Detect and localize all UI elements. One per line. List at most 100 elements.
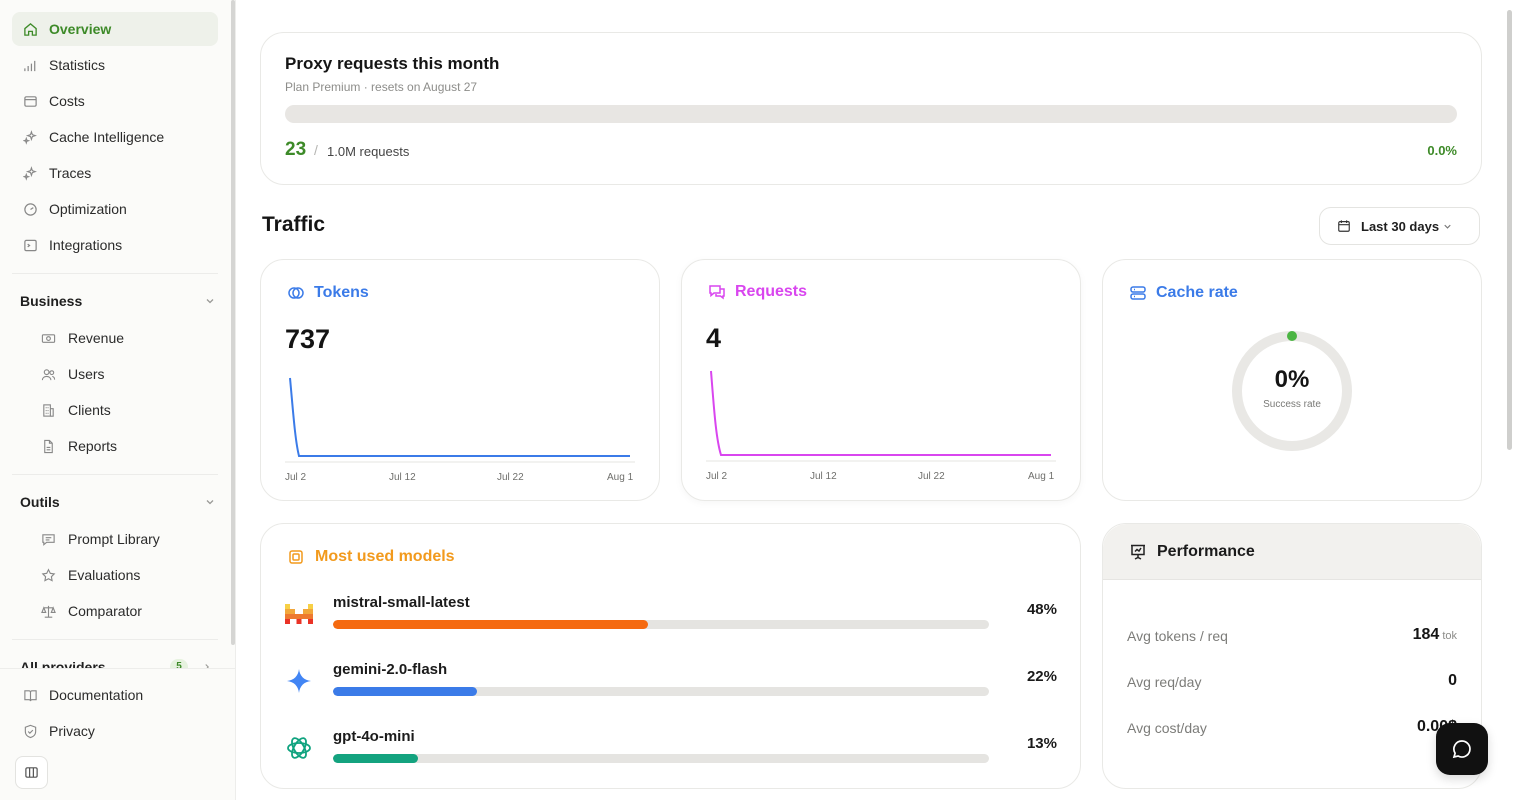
cache-title: Cache rate	[1156, 284, 1238, 301]
sidebar-item-revenue[interactable]: Revenue	[32, 321, 218, 355]
sidebar-scrollbar[interactable]	[231, 0, 235, 645]
gauge-icon	[22, 201, 38, 217]
date-range-button[interactable]: Last 30 days	[1319, 207, 1480, 245]
model-usage-track	[333, 620, 989, 629]
requests-sparkline	[706, 370, 1056, 462]
sidebar-item-prompt-library[interactable]: Prompt Library	[32, 522, 218, 556]
section-title: All providers	[20, 659, 106, 668]
chevron-down-icon	[206, 299, 214, 304]
proxy-separator: /	[314, 142, 318, 158]
sidebar-item-costs[interactable]: Costs	[12, 84, 218, 118]
cache-label: Success rate	[1263, 399, 1321, 410]
sidebar-item-documentation[interactable]: Documentation	[12, 678, 218, 712]
cache-value: 0%	[1274, 366, 1310, 393]
requests-header: Requests	[708, 283, 807, 301]
x-tick: Jul 2	[285, 472, 307, 483]
sidebar-item-cache-intelligence[interactable]: Cache Intelligence	[12, 120, 218, 154]
perf-value: 184 tok	[1413, 626, 1457, 644]
perf-row-avg-tokens: Avg tokens / req 184 tok	[1127, 624, 1457, 648]
perf-label: Avg tokens / req	[1127, 628, 1228, 644]
sidebar-item-traces[interactable]: Traces	[12, 156, 218, 190]
openai-logo-icon	[285, 734, 313, 762]
bar-chart-icon	[22, 57, 38, 73]
section-providers-header[interactable]: All providers 5	[20, 655, 216, 668]
wallet-icon	[22, 93, 38, 109]
requests-value: 4	[706, 323, 722, 353]
tokens-card: Tokens 737 Jul 2 Jul 12 Jul 22 Aug 1	[260, 259, 660, 501]
date-range-label: Last 30 days	[1361, 218, 1440, 234]
home-icon	[22, 21, 38, 37]
proxy-title: Proxy requests this month	[285, 54, 500, 73]
chevron-right-icon	[205, 664, 210, 668]
performance-header: Performance	[1103, 524, 1481, 580]
sidebar-item-privacy[interactable]: Privacy	[12, 714, 218, 748]
perf-row-avg-req: Avg req/day 0	[1127, 670, 1457, 694]
model-percent: 13%	[1026, 735, 1057, 752]
models-card: Most used models mistral-small-latest 48…	[260, 523, 1081, 789]
proxy-percent: 0.0%	[1427, 143, 1457, 158]
x-tick: Jul 22	[497, 472, 524, 483]
requests-title: Requests	[735, 283, 808, 300]
presentation-icon	[1131, 544, 1145, 560]
tokens-title: Tokens	[314, 284, 369, 301]
x-tick: Jul 2	[706, 471, 728, 482]
proxy-subtitle: Plan Premium · resets on August 27	[285, 80, 478, 94]
sidebar-item-label: Prompt Library	[68, 531, 160, 547]
cache-rate-card: Cache rate 0% Success rate	[1102, 259, 1482, 501]
x-tick: Aug 1	[1028, 471, 1055, 482]
page-scrollbar[interactable]	[1507, 10, 1512, 450]
model-percent: 22%	[1026, 668, 1057, 685]
models-title: Most used models	[315, 548, 455, 565]
calendar-icon	[1338, 220, 1350, 232]
proxy-usage-card: Proxy requests this month Plan Premium ·…	[260, 32, 1482, 185]
model-row: mistral-small-latest 48%	[285, 594, 1057, 644]
cache-header: Cache rate	[1129, 284, 1238, 302]
proxy-progress-bar	[285, 105, 1457, 123]
perf-row-avg-cost: Avg cost/day 0.00$	[1127, 716, 1457, 740]
chat-button[interactable]	[1436, 723, 1488, 775]
sidebar-item-label: Documentation	[49, 687, 144, 703]
sidebar-item-reports[interactable]: Reports	[32, 429, 218, 463]
sidebar-divider	[12, 474, 218, 475]
requests-card: Requests 4 Jul 2 Jul 12 Jul 22 Aug 1	[681, 259, 1081, 501]
database-icon	[1130, 286, 1146, 300]
cache-donut: 0% Success rate	[1229, 328, 1355, 454]
sidebar-item-comparator[interactable]: Comparator	[32, 594, 218, 628]
sidebar-item-label: Cache Intelligence	[49, 129, 165, 145]
sidebar-item-label: Traces	[49, 165, 92, 181]
section-outils-header[interactable]: Outils	[20, 490, 216, 514]
tokens-header: Tokens	[287, 284, 369, 302]
providers-count-badge: 5	[170, 659, 188, 668]
performance-title: Performance	[1157, 542, 1255, 560]
file-icon	[40, 438, 56, 454]
sidebar-item-label: Privacy	[49, 723, 95, 739]
sidebar-item-label: Overview	[49, 21, 112, 37]
sidebar-item-integrations[interactable]: Integrations	[12, 228, 218, 262]
section-business-header[interactable]: Business	[20, 289, 216, 313]
sidebar-item-users[interactable]: Users	[32, 357, 218, 391]
models-header: Most used models	[287, 548, 455, 566]
sidebar-divider	[12, 273, 218, 274]
sidebar-item-label: Evaluations	[68, 567, 141, 583]
perf-value-number: 184	[1412, 626, 1440, 643]
proxy-total: 1.0M requests	[327, 144, 410, 159]
x-tick: Jul 12	[810, 471, 837, 482]
tokens-series-line	[289, 377, 630, 457]
sidebar-item-clients[interactable]: Clients	[32, 393, 218, 427]
sidebar-item-overview[interactable]: Overview	[12, 12, 218, 46]
perf-label: Avg req/day	[1127, 674, 1202, 690]
sidebar-item-evaluations[interactable]: Evaluations	[32, 558, 218, 592]
panel-icon	[25, 767, 38, 778]
sidebar-item-label: Integrations	[49, 237, 123, 253]
model-usage-fill	[333, 620, 648, 629]
terminal-icon	[22, 237, 38, 253]
model-percent: 48%	[1026, 601, 1057, 618]
sidebar-item-statistics[interactable]: Statistics	[12, 48, 218, 82]
sidebar-toggle-button[interactable]	[15, 756, 48, 789]
chip-icon	[289, 550, 303, 564]
model-usage-fill	[333, 754, 419, 763]
sidebar-item-label: Optimization	[49, 201, 127, 217]
model-row: gpt-4o-mini 13%	[285, 728, 1057, 778]
sidebar-item-optimization[interactable]: Optimization	[12, 192, 218, 226]
star-icon	[40, 567, 56, 583]
